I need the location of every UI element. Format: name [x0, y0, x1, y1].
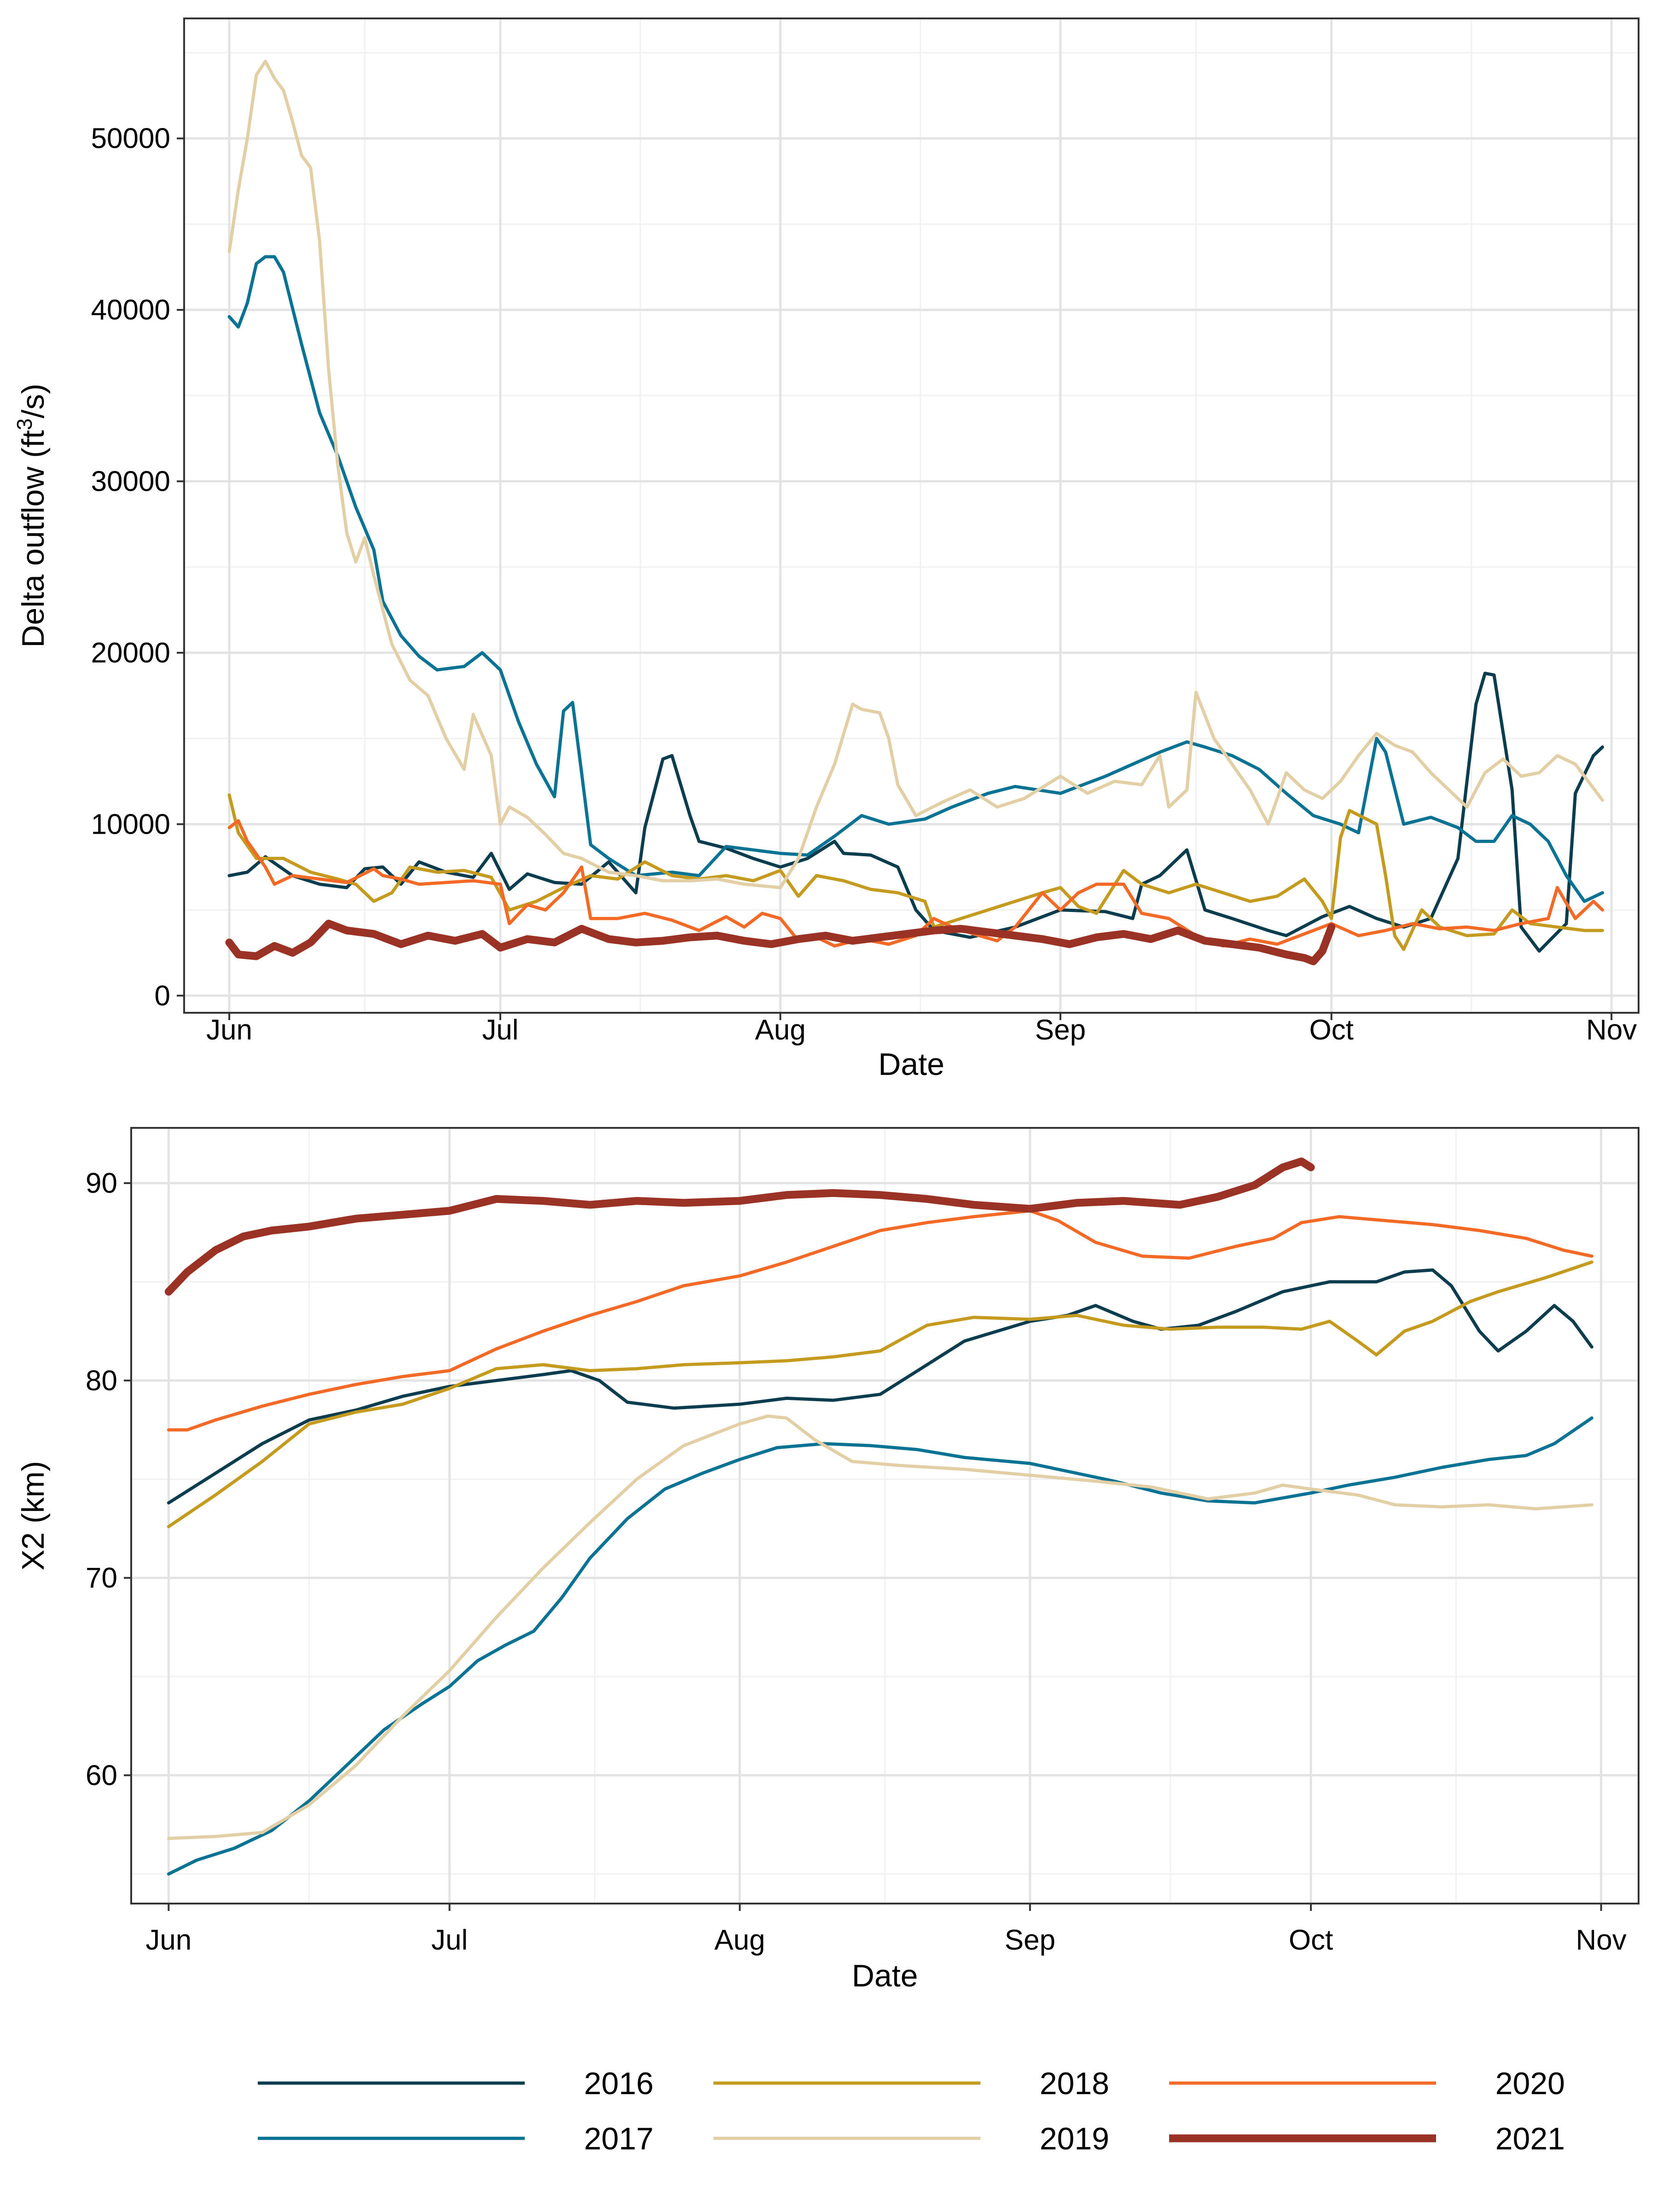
y-axis-title: X2 (km) [16, 1461, 51, 1571]
x-tick-label: Aug [714, 1924, 765, 1956]
x-tick-label: Jul [431, 1924, 468, 1956]
y-tick-label: 40000 [91, 294, 170, 326]
x-tick-label: Nov [1576, 1924, 1627, 1956]
x2-chart: Jun Jul Aug Sep Oct Nov 60 70 80 90 Date X2 (km) [16, 1127, 1640, 1993]
y-tick-label: 10000 [91, 808, 170, 840]
series-line-2021 [225, 919, 1336, 965]
y-tick-label: 50000 [91, 123, 170, 155]
x-tick-label: Oct [1289, 1924, 1333, 1956]
series-line-2020 [167, 1209, 1593, 1432]
series-line-2019 [227, 59, 1604, 889]
x-tick-label: Oct [1309, 1014, 1353, 1046]
x-tick-label: Nov [1586, 1014, 1637, 1046]
series-line-2021 [164, 1157, 1315, 1296]
panel-background [184, 18, 1639, 1013]
y-tick-label: 70 [86, 1562, 117, 1594]
series-lines [225, 59, 1604, 965]
y-tick-label: 80 [86, 1365, 117, 1397]
x-tick-label: Sep [1035, 1014, 1086, 1046]
y-tick-label: 30000 [91, 466, 170, 498]
series-line-2018 [167, 1260, 1593, 1528]
panel-border [130, 1127, 1640, 1904]
legend-label-2018: 2018 [1040, 2066, 1109, 2101]
y-axis-title: Delta outflow (ft3/s) [12, 383, 51, 648]
x-tick-label: Sep [1005, 1924, 1055, 1956]
series-line-2019 [167, 1414, 1593, 1840]
series-line-2018 [227, 793, 1604, 951]
legend-label-2021: 2021 [1495, 2121, 1565, 2156]
delta-outflow-chart: Jun Jul Aug Sep Oct Nov 0 10000 20000 30000 40000 5… [12, 17, 1640, 1082]
legend-label-2019: 2019 [1040, 2121, 1109, 2156]
legend: 2016 2017 2018 2019 2020 2021 [258, 2066, 1565, 2156]
x-tick-label: Jul [482, 1014, 518, 1046]
y-tick-label: 20000 [91, 637, 170, 669]
legend-label-2020: 2020 [1495, 2066, 1565, 2101]
y-tick-label: 0 [155, 980, 170, 1012]
y-tick-label: 90 [86, 1167, 117, 1199]
series-lines [164, 1157, 1593, 1876]
series-line-2017 [167, 1416, 1593, 1876]
x-axis-title: Date [878, 1047, 944, 1082]
series-line-2016 [227, 672, 1604, 953]
legend-label-2016: 2016 [584, 2066, 654, 2101]
y-tick-label: 60 [86, 1759, 117, 1791]
panel-border [183, 17, 1640, 1014]
x-axis-title: Date [852, 1958, 918, 1993]
x-tick-label: Jun [206, 1014, 252, 1046]
x-tick-label: Aug [755, 1014, 805, 1046]
series-line-2017 [227, 255, 1604, 903]
legend-label-2017: 2017 [584, 2121, 654, 2156]
x-tick-label: Jun [145, 1924, 191, 1956]
